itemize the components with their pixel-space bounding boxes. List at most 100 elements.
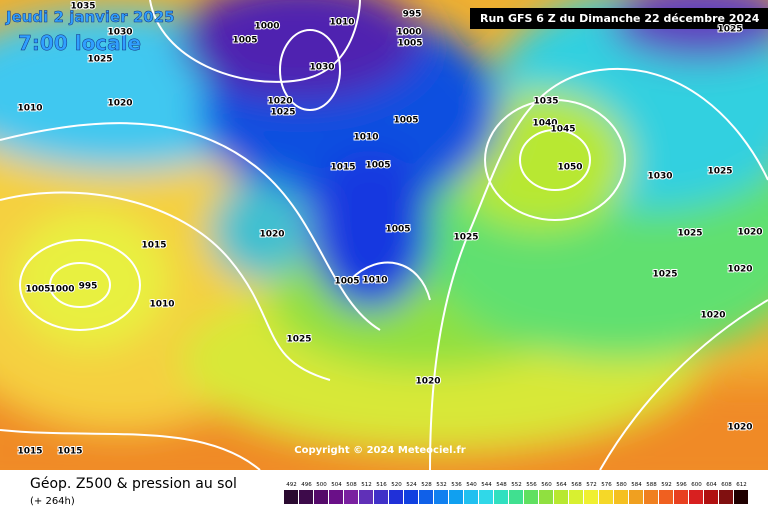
color-swatch <box>404 490 418 504</box>
color-scale-label: 516 <box>376 482 387 488</box>
isobar-label: 1010 <box>149 300 174 310</box>
color-swatch <box>329 490 343 504</box>
color-swatch <box>524 490 538 504</box>
color-swatch <box>449 490 463 504</box>
color-scale-label: 536 <box>451 482 462 488</box>
color-scale-label: 568 <box>571 482 582 488</box>
color-scale-label: 548 <box>496 482 507 488</box>
isobar-label: 1030 <box>309 63 334 73</box>
color-scale-label: 588 <box>646 482 657 488</box>
isobar-label: 1005 <box>334 277 359 287</box>
isobar-label: 1020 <box>727 423 752 433</box>
isobar-label: 1005 <box>365 161 390 171</box>
color-scale-label: 592 <box>661 482 672 488</box>
isobar-label: 1020 <box>415 377 440 387</box>
isobar-label: 1025 <box>87 55 112 65</box>
isobar-label: 1010 <box>17 104 42 114</box>
isobar-label: 1025 <box>453 233 478 243</box>
color-scale-label: 524 <box>406 482 417 488</box>
color-swatch <box>464 490 478 504</box>
isobar-label: 1010 <box>329 18 354 28</box>
color-swatch <box>659 490 673 504</box>
color-scale-label: 580 <box>616 482 627 488</box>
color-scale-label: 500 <box>316 482 327 488</box>
run-box <box>470 8 768 29</box>
color-swatch <box>719 490 733 504</box>
color-swatch <box>344 490 358 504</box>
geopotential-field <box>0 0 768 470</box>
color-swatch <box>314 490 328 504</box>
isobar-label: 1025 <box>707 167 732 177</box>
isobar-label: 1000 <box>49 285 74 295</box>
color-scale-label: 600 <box>691 482 702 488</box>
color-swatch <box>299 490 313 504</box>
color-scale-label: 556 <box>526 482 537 488</box>
color-scale-label: 564 <box>556 482 567 488</box>
color-swatch <box>509 490 523 504</box>
isobar-label: 1045 <box>550 125 575 135</box>
color-swatch <box>554 490 568 504</box>
isobar-label: 1020 <box>727 265 752 275</box>
isobar-label: 1020 <box>259 230 284 240</box>
color-scale-label: 540 <box>466 482 477 488</box>
color-scale-label: 532 <box>436 482 447 488</box>
isobar-label: 1000 <box>254 22 279 32</box>
isobar-label: 1020 <box>700 311 725 321</box>
isobar-label: 1005 <box>397 39 422 49</box>
color-scale-label: 576 <box>601 482 612 488</box>
isobar-label: 1040 <box>532 119 557 129</box>
isobar-label: 995 <box>79 282 98 292</box>
color-swatch <box>629 490 643 504</box>
isobar-label: 1025 <box>717 25 742 35</box>
color-scale-label: 552 <box>511 482 522 488</box>
footer-title: Géop. Z500 & pression au sol <box>30 476 237 492</box>
color-swatch <box>539 490 553 504</box>
isobar-label: 1035 <box>70 2 95 12</box>
isobar-label: 1005 <box>393 116 418 126</box>
color-swatch <box>389 490 403 504</box>
color-swatch <box>434 490 448 504</box>
color-swatch <box>374 490 388 504</box>
isobar-label: 1020 <box>107 99 132 109</box>
color-scale-label: 492 <box>286 482 297 488</box>
isobar-label: 1015 <box>17 447 42 457</box>
color-scale-label: 560 <box>541 482 552 488</box>
color-swatch <box>584 490 598 504</box>
color-swatch <box>734 490 748 504</box>
color-swatch <box>479 490 493 504</box>
color-scale-label: 596 <box>676 482 687 488</box>
color-swatch <box>644 490 658 504</box>
color-swatch <box>704 490 718 504</box>
color-swatch <box>614 490 628 504</box>
isobar-label: 1005 <box>232 36 257 46</box>
forecast-date: Jeudi 2 janvier 2025 <box>5 8 175 26</box>
color-scale-label: 512 <box>361 482 372 488</box>
isobar-label: 1015 <box>330 163 355 173</box>
isobar-label: 1005 <box>385 225 410 235</box>
color-swatch <box>359 490 373 504</box>
forecast-lead: (+ 264h) <box>30 496 75 507</box>
color-scale-label: 504 <box>331 482 342 488</box>
isobar-label: 1010 <box>362 276 387 286</box>
isobar-label: 1025 <box>270 108 295 118</box>
isobar-label: 1035 <box>533 97 558 107</box>
isobar-label: 1050 <box>557 163 582 173</box>
isobar-label: 1025 <box>286 335 311 345</box>
forecast-time: 7:00 locale <box>18 31 141 55</box>
color-scale-label: 544 <box>481 482 492 488</box>
isobar-label: 1025 <box>677 229 702 239</box>
isobar-label: 1005 <box>25 285 50 295</box>
color-swatch <box>419 490 433 504</box>
color-scale-label: 584 <box>631 482 642 488</box>
isobar-label: 1010 <box>353 133 378 143</box>
isobar-label: 1025 <box>652 270 677 280</box>
isobar-label: 1020 <box>737 228 762 238</box>
isobar-label: 1020 <box>267 97 292 107</box>
isobar-label: 1000 <box>396 28 421 38</box>
isobar-label: 1030 <box>647 172 672 182</box>
color-scale-label: 572 <box>586 482 597 488</box>
isobar-label: 1015 <box>141 241 166 251</box>
color-swatch <box>674 490 688 504</box>
color-swatch <box>284 490 298 504</box>
